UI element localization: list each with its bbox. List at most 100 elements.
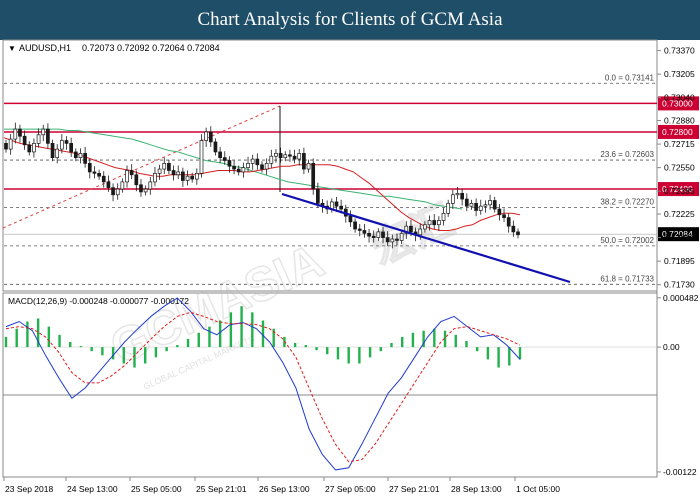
price-tick-label: 0.73370	[664, 46, 695, 56]
time-tick-label: 24 Sep 13:00	[67, 484, 118, 494]
candle-body	[55, 148, 60, 158]
candle-body	[199, 140, 204, 174]
candle-body	[260, 164, 264, 170]
macd-histogram-bar	[26, 321, 29, 348]
candle-body	[516, 231, 520, 236]
candle-body	[297, 153, 302, 160]
candle-body	[316, 188, 320, 204]
macd-histogram-bar	[422, 330, 425, 348]
candle-body	[455, 192, 460, 196]
candle-body	[446, 202, 451, 214]
candle-body	[385, 237, 390, 243]
candle-body	[390, 238, 395, 243]
downtrend-line	[281, 192, 571, 284]
candle-body	[115, 188, 120, 196]
macd-histogram-bar	[58, 334, 61, 348]
candle-body	[87, 163, 92, 173]
macd-histogram-bar	[475, 347, 479, 352]
macd-histogram-bar	[176, 345, 179, 348]
fib-level-label: 23.6 = 0.72603	[600, 150, 654, 159]
macd-histogram-bar	[486, 347, 490, 360]
macd-histogram-bar	[15, 328, 18, 348]
candle-body	[83, 153, 87, 164]
candle-body	[162, 163, 167, 170]
macd-histogram-bar	[90, 347, 93, 352]
candle-body	[36, 134, 41, 144]
candle-body	[409, 225, 413, 233]
macd-histogram-bar	[508, 347, 511, 366]
current-price-label: 0.72084	[662, 229, 693, 239]
candle-body	[13, 128, 18, 140]
candle-body	[274, 153, 278, 157]
watermark: GCMASIA 宏汇 GLOBAL CAPITAL MARKETS	[102, 195, 461, 391]
price-tick-label: 0.72550	[664, 163, 695, 173]
fib-level-label: 50.0 = 0.72002	[600, 236, 654, 245]
candle-body	[283, 154, 288, 158]
candle-body	[469, 202, 474, 207]
resistance-levels-group: 0.73000 0.72800 0.72400 0.72084	[4, 96, 699, 242]
macd-histogram-bar	[208, 326, 211, 348]
candle-body	[367, 232, 371, 237]
candle-body	[246, 163, 250, 168]
candle-body	[357, 228, 362, 231]
candle-body	[492, 200, 497, 210]
candle-body	[18, 128, 22, 137]
candle-body	[73, 151, 78, 158]
candle-body	[488, 200, 492, 206]
ohlc-values: 0.72073 0.72092 0.72064 0.72084	[82, 43, 220, 53]
macd-histogram-bar	[165, 347, 168, 352]
candle-body	[250, 158, 255, 164]
time-tick-label: 25 Sep 05:00	[131, 484, 182, 494]
fib-level-label: 38.2 = 0.72270	[600, 198, 654, 207]
macd-line	[5, 297, 521, 471]
macd-histogram-bar	[347, 347, 350, 364]
macd-histogram-bar	[79, 346, 83, 348]
page-title: Chart Analysis for Clients of GCM Asia	[197, 9, 503, 30]
candle-body	[437, 220, 441, 226]
candle-body	[362, 230, 367, 234]
price-tick-label: 0.73040	[664, 93, 695, 103]
candle-body	[97, 173, 101, 177]
macd-histogram-bar	[304, 345, 308, 348]
candle-body	[27, 144, 32, 153]
time-tick-label: 23 Sep 2018	[5, 484, 53, 494]
macd-histogram-bar	[36, 318, 40, 348]
candle-body	[218, 151, 222, 158]
candle-body	[8, 138, 13, 150]
price-axis: 0.73370 0.73205 0.73040 0.72880 0.72715 0.725…	[657, 46, 695, 290]
macd-histogram-bar	[251, 312, 254, 348]
candle-body	[232, 165, 236, 170]
candle-body	[204, 131, 208, 141]
candle-body	[157, 168, 162, 174]
candle-body	[292, 155, 297, 160]
candle-body	[348, 215, 353, 223]
candle-body	[120, 181, 125, 190]
macd-histogram-bar	[443, 330, 447, 348]
candle-body	[50, 143, 55, 158]
candle-body	[236, 168, 241, 173]
macd-histogram-bar	[186, 338, 190, 348]
resistance-price-tag	[658, 96, 699, 111]
candle-body	[69, 143, 74, 153]
macd-signal-line	[5, 311, 521, 463]
candle-body	[190, 175, 195, 180]
macd-lines-group	[5, 297, 521, 471]
macd-histogram-bar	[69, 341, 72, 348]
macd-histogram-bar	[229, 312, 233, 348]
candle-body	[288, 154, 292, 157]
candle-body	[153, 173, 157, 183]
macd-histogram-bar	[47, 326, 51, 348]
candle-body	[483, 204, 488, 207]
candle-body	[264, 163, 269, 170]
macd-axis: 0.000482 0.00 -0.00122	[4, 293, 699, 477]
macd-histogram-bar	[4, 336, 8, 348]
macd-tick-label: 0.000482	[663, 293, 699, 303]
candle-body	[376, 231, 381, 238]
macd-histogram-bar	[379, 347, 382, 352]
macd-histogram-bar	[497, 347, 500, 368]
macd-histogram-bar	[261, 320, 265, 348]
macd-histogram-bar	[433, 328, 436, 348]
candle-body	[334, 201, 339, 207]
candle-body	[255, 158, 260, 166]
